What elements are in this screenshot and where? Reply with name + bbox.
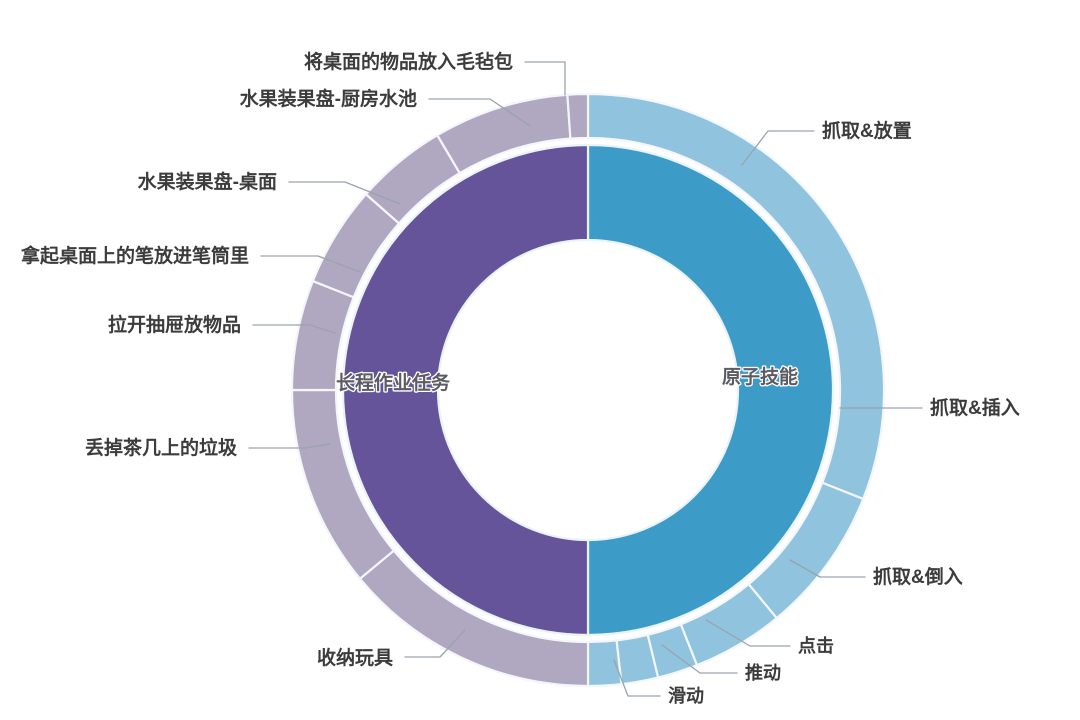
leader-line bbox=[252, 324, 336, 334]
leader-line bbox=[789, 559, 866, 578]
inner-label-atomic-skill: 原子技能 bbox=[722, 365, 798, 388]
label-grasp-and-place: 抓取&放置 bbox=[822, 119, 912, 142]
leader-line bbox=[705, 619, 791, 647]
label-slide: 滑动 bbox=[668, 686, 704, 706]
label-fruit-plate-desktop: 水果装果盘-桌面 bbox=[138, 170, 277, 193]
outer-ring-group bbox=[290, 92, 886, 688]
label-tidy-up-toys: 收纳玩具 bbox=[317, 646, 393, 669]
leader-line bbox=[428, 98, 531, 127]
inner-ring-segment[interactable] bbox=[586, 143, 835, 637]
label-open-drawer-place-items: 拉开抽屉放物品 bbox=[108, 313, 241, 336]
label-push: 推动 bbox=[745, 662, 781, 683]
label-grasp-and-pour: 抓取&倒入 bbox=[873, 565, 963, 588]
leader-line bbox=[260, 255, 361, 273]
inner-ring-group bbox=[341, 143, 835, 637]
outer-ring-segment[interactable] bbox=[586, 639, 623, 688]
leader-line bbox=[288, 181, 401, 205]
label-pen-into-holder: 拿起桌面上的笔放进笔筒里 bbox=[20, 244, 249, 267]
inner-ring-segment[interactable] bbox=[341, 143, 590, 637]
leader-line bbox=[404, 629, 466, 658]
label-throw-away-trash-on-table: 丢掉茶几上的垃圾 bbox=[85, 436, 238, 459]
outer-label-group: 将桌面的物品放入毛毡包水果装果盘-厨房水池水果装果盘-桌面拿起桌面上的笔放进笔筒… bbox=[20, 50, 1020, 706]
leader-line bbox=[661, 644, 738, 674]
label-fruit-plate-kitchen-sink: 水果装果盘-厨房水池 bbox=[240, 87, 417, 110]
leader-line-group bbox=[248, 61, 923, 697]
leader-line bbox=[524, 61, 566, 96]
leader-line bbox=[248, 443, 331, 449]
leader-line bbox=[613, 659, 661, 697]
label-click: 点击 bbox=[798, 635, 834, 656]
leader-line bbox=[741, 130, 815, 166]
inner-label-long-horizon-task: 长程作业任务 bbox=[336, 371, 451, 394]
label-grasp-and-insert: 抓取&插入 bbox=[930, 396, 1020, 419]
inner-label-group: 原子技能 长程作业任务 bbox=[335, 364, 800, 396]
label-put-desk-items-in-felt-bag: 将桌面的物品放入毛毡包 bbox=[304, 50, 513, 73]
outer-ring-segment[interactable] bbox=[566, 92, 590, 140]
